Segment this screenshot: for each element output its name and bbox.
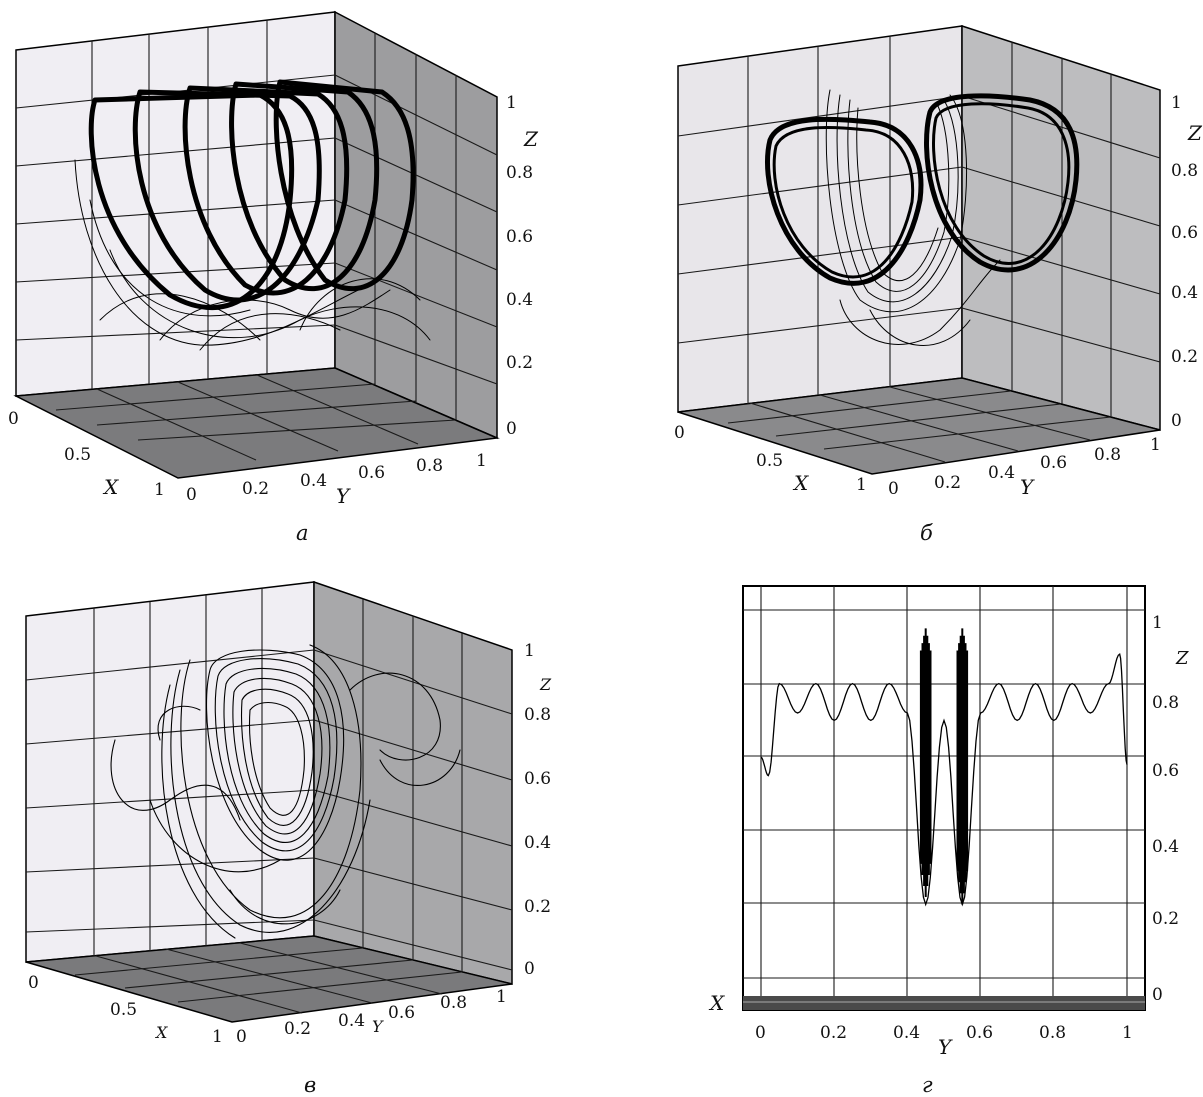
z-tick-0.8: 0.8 <box>1171 161 1198 181</box>
trajectories <box>74 79 431 351</box>
left-wall <box>677 25 963 413</box>
floor <box>13 367 500 479</box>
z-axis-label: Z <box>1175 648 1189 669</box>
left-wall <box>25 581 315 963</box>
x-tick-1: 1 <box>212 1027 223 1047</box>
z-tick-0: 0 <box>524 959 535 979</box>
y-tick-1: 1 <box>496 987 507 1007</box>
y-tick-0.2: 0.2 <box>242 479 269 499</box>
x-tick-1: 1 <box>154 480 165 500</box>
z-tick-0.8: 0.8 <box>1152 693 1179 713</box>
z-tick-0.8: 0.8 <box>524 705 551 725</box>
x-tick-0.5: 0.5 <box>110 1000 137 1020</box>
y-tick-0.6: 0.6 <box>358 463 385 483</box>
z-tick-0.6: 0.6 <box>1152 761 1179 781</box>
z-tick-1: 1 <box>524 641 535 661</box>
y-tick-0.8: 0.8 <box>416 456 443 476</box>
panel-caption: б <box>920 521 933 545</box>
y-axis-label: Y <box>336 484 351 508</box>
y-tick-0: 0 <box>755 1023 766 1043</box>
z-tick-0.6: 0.6 <box>1171 223 1198 243</box>
z-axis-label: Z <box>1187 121 1203 145</box>
y-tick-0.8: 0.8 <box>1039 1023 1066 1043</box>
x-axis-label: X <box>102 475 119 499</box>
grid-lines <box>15 20 498 461</box>
panel-c-3d-plot: 1 0.8 0.6 0.4 0.2 0 Z 0 0.5 1 X 0 0.2 0.… <box>25 580 552 1097</box>
x-tick-0.5: 0.5 <box>756 451 783 471</box>
y-tick-1: 1 <box>1122 1023 1133 1043</box>
z-tick-1: 1 <box>1171 93 1182 113</box>
panel-caption: г <box>922 1073 933 1097</box>
y-tick-0: 0 <box>186 485 197 505</box>
y-tick-0: 0 <box>236 1027 247 1047</box>
z-tick-0.4: 0.4 <box>1152 837 1179 857</box>
y-tick-0.8: 0.8 <box>440 993 467 1013</box>
panel-a-3d-plot: 1 0.8 0.6 0.4 0.2 0 Z 0 0.5 1 X 0 0.2 0.… <box>8 10 539 545</box>
grid-lines <box>25 588 513 1014</box>
x-tick-0: 0 <box>674 423 685 443</box>
z-tick-0: 0 <box>506 419 517 439</box>
z-tick-0: 0 <box>1171 411 1182 431</box>
x-tick-0: 0 <box>28 973 39 993</box>
z-tick-0.2: 0.2 <box>1171 347 1198 367</box>
y-tick-0.4: 0.4 <box>300 471 327 491</box>
yz-trajectory <box>760 628 1128 907</box>
z-tick-0.8: 0.8 <box>506 163 533 183</box>
x-axis-label: X <box>792 471 809 495</box>
floor <box>677 377 1161 475</box>
z-axis-label: Z <box>539 675 552 694</box>
panel-caption: а <box>296 521 309 545</box>
z-tick-0.4: 0.4 <box>506 290 533 310</box>
trajectories <box>765 89 1080 346</box>
panel-b-3d-plot: 1 0.8 0.6 0.4 0.2 0 Z 0 0.5 1 X 0 0.2 0.… <box>674 24 1203 545</box>
y-tick-0.2: 0.2 <box>820 1023 847 1043</box>
z-tick-1: 1 <box>506 93 517 113</box>
x-axis-band <box>743 996 1145 1010</box>
y-tick-0.4: 0.4 <box>893 1023 920 1043</box>
y-tick-0: 0 <box>888 479 899 499</box>
y-axis-label: Y <box>372 1017 384 1036</box>
trajectories <box>110 644 461 939</box>
z-tick-0.6: 0.6 <box>524 769 551 789</box>
x-tick-1: 1 <box>856 475 867 495</box>
y-axis-label: Y <box>938 1035 953 1059</box>
y-axis-label: Y <box>1020 475 1035 499</box>
y-tick-0.4: 0.4 <box>988 463 1015 483</box>
z-tick-0.2: 0.2 <box>506 353 533 373</box>
x-tick-0: 0 <box>8 409 19 429</box>
x-axis-label: X <box>154 1023 168 1042</box>
y-tick-0.6: 0.6 <box>388 1003 415 1023</box>
z-tick-0.6: 0.6 <box>506 227 533 247</box>
plot-frame <box>742 585 1146 1011</box>
x-tick-0.5: 0.5 <box>64 445 91 465</box>
z-tick-0.2: 0.2 <box>1152 909 1179 929</box>
panel-d-yz-projection: 1 0.8 0.6 0.4 0.2 0 Z 0 0.2 0.4 0.6 0.8 … <box>708 585 1189 1097</box>
z-tick-0.2: 0.2 <box>524 897 551 917</box>
floor <box>25 935 513 1023</box>
z-tick-0: 0 <box>1152 985 1163 1005</box>
y-tick-0.8: 0.8 <box>1094 445 1121 465</box>
panel-caption: в <box>304 1073 316 1097</box>
grid-lines <box>743 586 1145 1010</box>
z-tick-0.4: 0.4 <box>524 833 551 853</box>
y-tick-0.2: 0.2 <box>934 473 961 493</box>
z-axis-label: Z <box>523 127 539 151</box>
z-tick-0.4: 0.4 <box>1171 283 1198 303</box>
trajectory-line <box>760 653 1128 907</box>
x-axis-corner-label: X <box>708 991 725 1015</box>
y-tick-0.6: 0.6 <box>966 1023 993 1043</box>
y-tick-0.6: 0.6 <box>1040 453 1067 473</box>
y-tick-0.4: 0.4 <box>338 1011 365 1031</box>
y-tick-1: 1 <box>1150 435 1161 455</box>
z-tick-1: 1 <box>1152 613 1163 633</box>
y-tick-0.2: 0.2 <box>284 1019 311 1039</box>
y-tick-1: 1 <box>476 451 487 471</box>
